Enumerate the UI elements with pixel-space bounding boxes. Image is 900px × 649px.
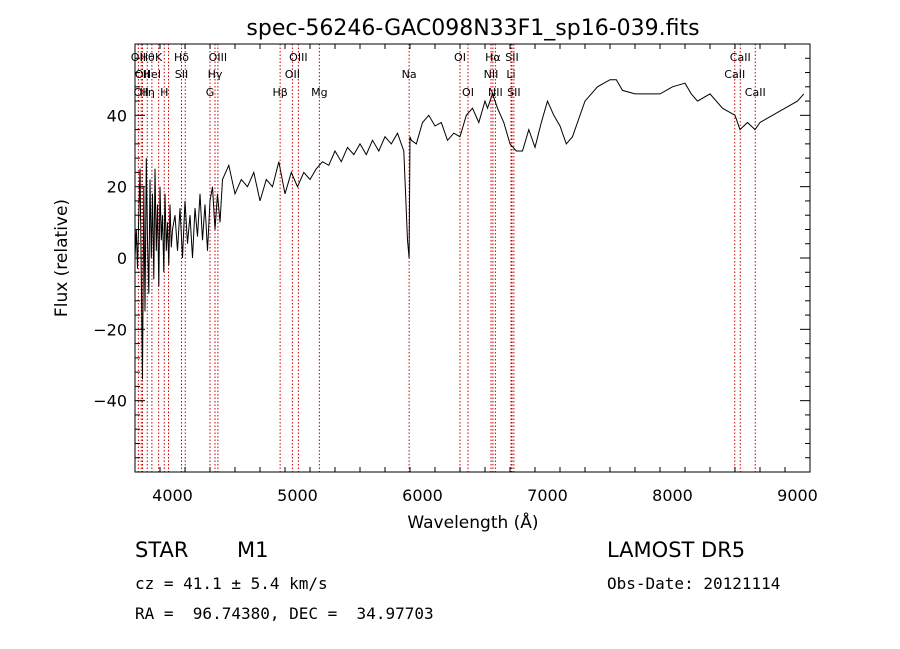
line-label: Li [506,68,515,81]
survey-label: LAMOST DR5 [607,538,746,562]
line-label: OII [135,68,150,81]
line-label: SII [505,51,518,64]
line-label: Na [402,68,417,81]
line-markers [137,44,756,472]
line-label: HeI [143,68,161,81]
object-subclass: M1 [237,538,269,562]
object-class: STAR [135,538,189,562]
line-label: CaII [745,86,766,99]
observation-date: Obs-Date: 20121114 [607,574,781,593]
x-tick-label: 4000 [152,486,193,505]
line-marker-labels: OIIOIIOIIHθHηHeIKHHδSIIGHγOIIIHβOIIOIIIM… [131,51,766,99]
y-tick-label: 20 [107,178,127,197]
y-tick-label: 0 [117,249,127,268]
line-label: Hβ [272,86,287,99]
x-axis-label: Wavelength (Å) [407,511,538,533]
line-label: Hα [485,51,501,64]
x-tick-label: 5000 [277,486,318,505]
line-label: Hδ [174,51,189,64]
coordinates: RA = 96.74380, DEC = 34.97703 [135,604,434,623]
line-label: OI [454,51,466,64]
line-label: Mg [311,86,327,99]
y-tick-label: −40 [93,392,127,411]
line-label: CaII [724,68,745,81]
x-tick-label: 8000 [652,486,693,505]
line-label: OIII [209,51,227,64]
line-label: OI [462,86,474,99]
line-label: G [206,86,215,99]
redshift-value: cz = 41.1 ± 5.4 km/s [135,574,328,593]
line-label: Hθ [140,51,155,64]
y-tick-label: −20 [93,320,127,339]
y-tick-label: 40 [107,106,127,125]
line-label: CaII [730,51,751,64]
line-label: SII [507,86,520,99]
line-label: Hη [140,86,155,99]
y-axis-label: Flux (relative) [52,199,72,317]
line-label: OII [285,68,300,81]
line-label: K [155,51,163,64]
chart-title: spec-56246-GAC098N33F1_sp16-039.fits [246,16,699,41]
line-label: OIII [289,51,307,64]
spectrum-line [134,79,805,380]
line-label: NII [488,86,503,99]
x-tick-label: 7000 [527,486,568,505]
line-label: Hγ [208,68,223,81]
x-tick-label: 6000 [402,486,443,505]
x-tick-label: 9000 [777,486,818,505]
line-label: OII [134,86,149,99]
line-label: H [160,86,168,99]
x-axis: 4000 5000 6000 7000 8000 9000 [152,44,818,505]
line-label: NII [484,68,499,81]
y-axis: −40 −20 0 20 40 [93,43,810,459]
line-label: SII [175,68,188,81]
